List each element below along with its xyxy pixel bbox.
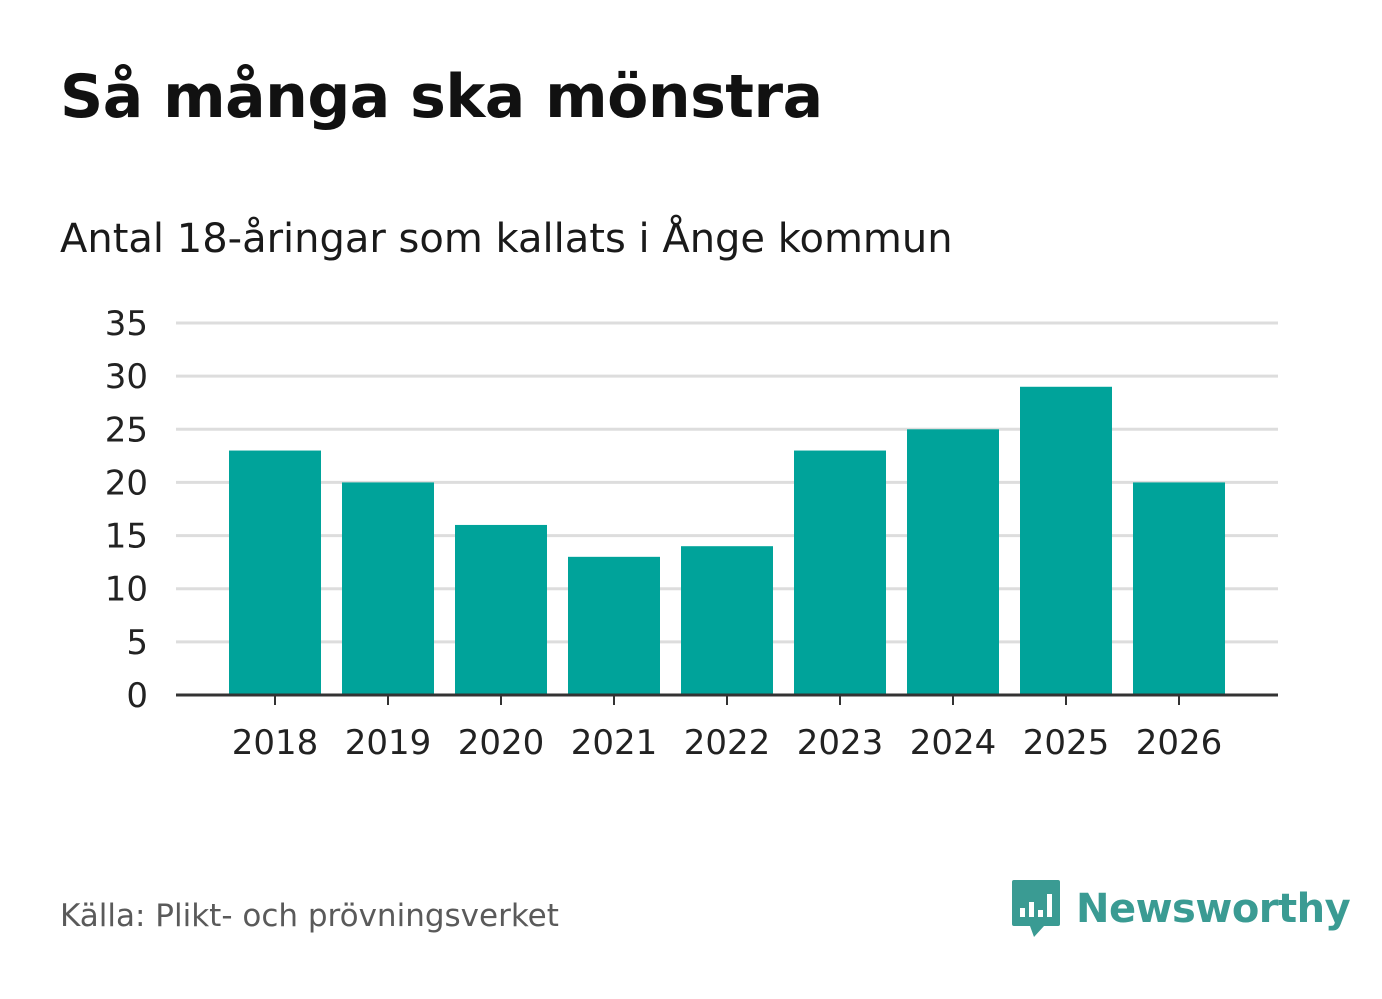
y-tick-label: 10 <box>105 570 148 610</box>
y-tick-label: 30 <box>105 357 148 397</box>
x-tick-label: 2022 <box>684 723 771 763</box>
bar <box>907 429 999 695</box>
y-tick-label: 0 <box>126 676 148 716</box>
brand-name: Newsworthy <box>1076 886 1351 932</box>
newsworthy-logo-icon <box>1012 880 1060 937</box>
x-tick-label: 2018 <box>232 723 319 763</box>
bar <box>568 556 660 695</box>
bar <box>794 450 886 695</box>
bar <box>342 482 434 695</box>
y-tick-label: 5 <box>126 623 148 663</box>
bar <box>455 524 547 695</box>
y-tick-label: 25 <box>105 410 148 450</box>
x-tick-label: 2025 <box>1023 723 1110 763</box>
x-tick-label: 2024 <box>910 723 997 763</box>
y-tick-label: 15 <box>105 517 148 557</box>
bar <box>681 546 773 695</box>
y-tick-label: 20 <box>105 463 148 503</box>
source-note: Källa: Plikt- och prövningsverket <box>60 898 559 934</box>
x-tick-label: 2021 <box>571 723 658 763</box>
brand-logo: Newsworthy <box>1010 878 1351 940</box>
bar <box>1020 386 1112 695</box>
bar <box>229 450 321 695</box>
x-tick-label: 2026 <box>1136 723 1223 763</box>
x-tick-label: 2020 <box>458 723 545 763</box>
x-tick-label: 2023 <box>797 723 884 763</box>
bar <box>1133 482 1225 695</box>
chart-title: Så många ska mönstra <box>60 62 823 132</box>
x-tick-label: 2019 <box>345 723 432 763</box>
y-tick-label: 35 <box>105 304 148 344</box>
chart-subtitle: Antal 18-åringar som kallats i Ånge komm… <box>60 216 953 262</box>
